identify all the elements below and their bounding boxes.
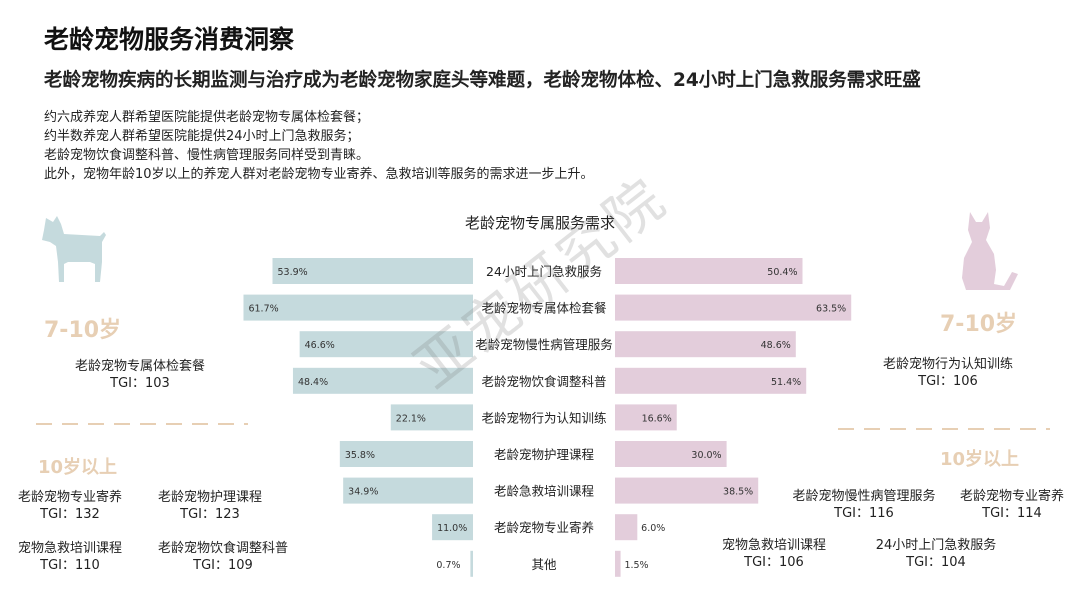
cat-10plus-service: 老龄宠物慢性病管理服务 TGI：116 <box>784 488 944 522</box>
service-name: 老龄宠物专属体检套餐 <box>74 359 205 374</box>
service-name: 老龄宠物护理课程 <box>157 490 262 505</box>
service-name: 老龄宠物行为认知训练 <box>882 357 1013 372</box>
dog-divider <box>36 423 248 425</box>
dog-value-label: 53.9% <box>277 267 307 278</box>
dog-value-label: 46.6% <box>305 340 335 351</box>
dog-value-label: 35.8% <box>345 450 375 461</box>
cat-value-label: 1.5% <box>624 560 648 571</box>
cat-value-label: 16.6% <box>642 413 672 424</box>
cat-bar <box>615 331 796 358</box>
dog-age-7-10-label: 7-10岁 <box>44 318 122 343</box>
cat-value-label: 50.4% <box>767 267 797 278</box>
cat-bar <box>615 367 807 394</box>
dog-10plus-service: 老龄宠物专业寄养 TGI：132 <box>10 489 130 523</box>
cat-bar <box>615 514 638 541</box>
cat-value-label: 63.5% <box>816 304 846 315</box>
category-label: 老龄宠物饮食调整科普 <box>481 374 606 389</box>
category-label: 其他 <box>531 557 557 572</box>
category-label: 老龄宠物行为认知训练 <box>481 410 607 425</box>
dog-10plus-service: 老龄宠物饮食调整科普 TGI：109 <box>148 540 298 574</box>
dog-value-label: 48.4% <box>298 377 328 388</box>
service-name: 老龄宠物专业寄养 <box>959 489 1064 504</box>
cat-value-label: 30.0% <box>691 450 721 461</box>
dog-silhouette-icon <box>42 216 106 282</box>
dog-bar <box>432 514 473 541</box>
category-label: 老龄宠物护理课程 <box>494 447 595 462</box>
tgi-value: TGI：110 <box>40 558 100 573</box>
cat-bar <box>615 441 727 467</box>
dog-bar <box>470 550 473 577</box>
tgi-value: TGI：106 <box>744 555 804 570</box>
dog-10plus-service: 宠物急救培训课程 TGI：110 <box>10 540 130 574</box>
tgi-value: TGI：123 <box>180 507 240 522</box>
category-label: 老龄宠物专属体检套餐 <box>481 301 607 316</box>
cat-top-service: 老龄宠物行为认知训练 TGI：106 <box>868 356 1028 390</box>
summary-line: 此外，宠物年龄10岁以上的养宠人群对老龄宠物专业寄养、急救培训等服务的需求进一步… <box>44 167 594 182</box>
dog-bar <box>243 294 473 321</box>
tgi-value: TGI：103 <box>110 376 170 391</box>
cat-bar <box>615 258 803 284</box>
dog-value-label: 34.9% <box>348 487 378 498</box>
dog-bar <box>272 258 473 284</box>
summary-line: 老龄宠物饮食调整科普、慢性病管理服务同样受到青睐。 <box>44 148 370 163</box>
summary-text: 约六成养宠人群希望医院能提供老龄宠物专属体检套餐； 约半数养宠人群希望医院能提供… <box>44 108 594 184</box>
service-name: 宠物急救培训课程 <box>721 538 826 553</box>
cat-bar <box>615 477 759 504</box>
dog-bar <box>390 404 473 431</box>
cat-10plus-service: 老龄宠物专业寄养 TGI：114 <box>954 488 1070 522</box>
service-name: 宠物急救培训课程 <box>17 541 122 556</box>
category-label: 老龄急救培训课程 <box>494 484 595 499</box>
category-label: 老龄宠物专业寄养 <box>494 520 594 535</box>
service-name: 老龄宠物慢性病管理服务 <box>792 489 936 504</box>
cat-10plus-service: 24小时上门急救服务 TGI：104 <box>868 537 1004 571</box>
tgi-value: TGI：132 <box>40 507 100 522</box>
service-name: 老龄宠物饮食调整科普 <box>157 541 288 556</box>
service-name: 老龄宠物专业寄养 <box>17 490 122 505</box>
cat-value-label: 38.5% <box>723 487 753 498</box>
cat-age-7-10-label: 7-10岁 <box>940 312 1018 337</box>
chart-title: 老龄宠物专属服务需求 <box>464 214 615 232</box>
summary-line: 约半数养宠人群希望医院能提供24小时上门急救服务； <box>44 129 360 144</box>
tgi-value: TGI：109 <box>193 558 253 573</box>
dog-bar <box>299 331 473 358</box>
cat-value-label: 6.0% <box>641 523 665 534</box>
cat-divider <box>838 428 1050 430</box>
dog-bar <box>343 477 473 504</box>
dog-value-label: 0.7% <box>436 560 460 571</box>
category-label: 24小时上门急救服务 <box>486 264 602 279</box>
tgi-value: TGI：114 <box>982 506 1042 521</box>
cat-value-label: 51.4% <box>771 377 801 388</box>
page-subtitle: 老龄宠物疾病的长期监测与治疗成为老龄宠物家庭头等难题，老龄宠物体检、24小时上门… <box>44 70 921 91</box>
dog-value-label: 22.1% <box>396 413 426 424</box>
cat-bar <box>615 550 621 577</box>
dog-top-service: 老龄宠物专属体检套餐 TGI：103 <box>60 358 220 392</box>
tgi-value: TGI：116 <box>834 506 894 521</box>
dog-bar <box>339 441 473 467</box>
cat-age-10plus-label: 10岁以上 <box>940 449 1020 470</box>
dog-10plus-service: 老龄宠物护理课程 TGI：123 <box>150 489 270 523</box>
tgi-value: TGI：104 <box>906 555 966 570</box>
dog-bar <box>292 367 473 394</box>
cat-bar <box>615 404 677 431</box>
tgi-value: TGI：106 <box>918 374 978 389</box>
service-name: 24小时上门急救服务 <box>875 538 997 553</box>
category-label: 老龄宠物慢性病管理服务 <box>475 337 613 352</box>
page-title: 老龄宠物服务消费洞察 <box>44 25 295 54</box>
dog-value-label: 61.7% <box>248 304 278 315</box>
cat-10plus-service: 宠物急救培训课程 TGI：106 <box>712 537 836 571</box>
dog-age-10plus-label: 10岁以上 <box>38 457 118 478</box>
summary-line: 约六成养宠人群希望医院能提供老龄宠物专属体检套餐； <box>44 110 370 125</box>
cat-value-label: 48.6% <box>761 340 791 351</box>
cat-silhouette-icon <box>962 212 1018 290</box>
dog-value-label: 11.0% <box>437 523 467 534</box>
cat-bar <box>615 294 852 321</box>
